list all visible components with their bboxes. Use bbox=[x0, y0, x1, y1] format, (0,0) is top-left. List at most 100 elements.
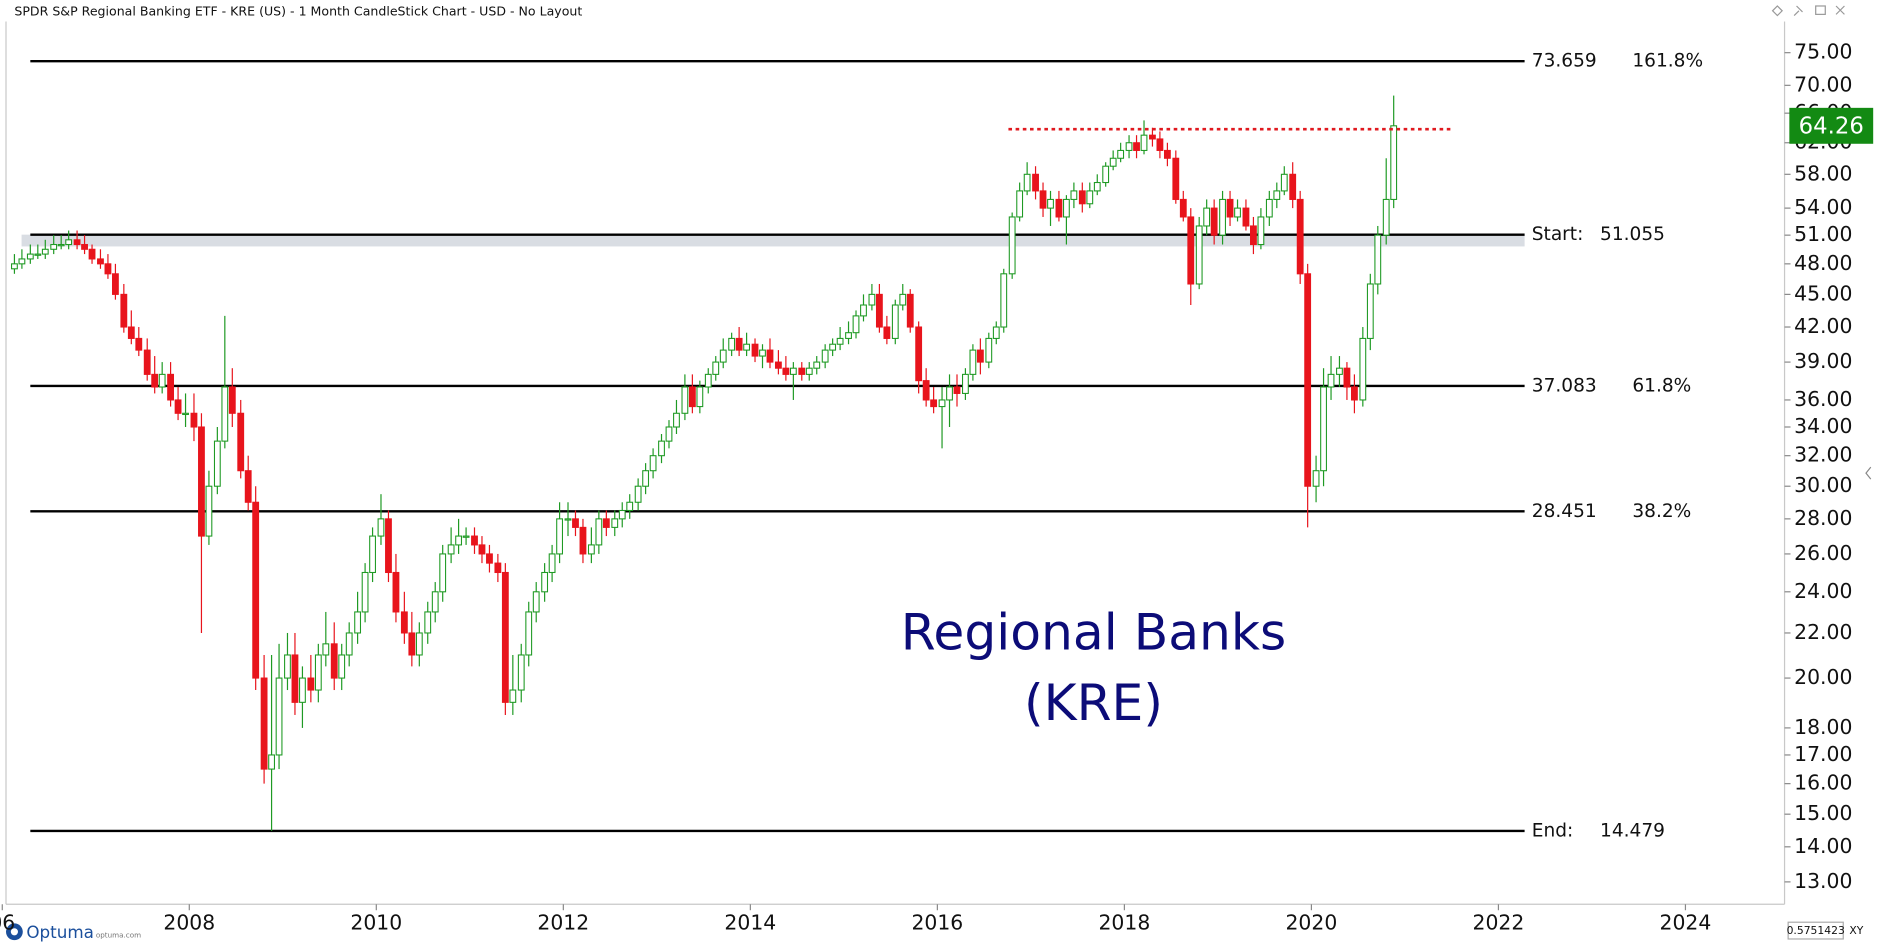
candle-body bbox=[1070, 190, 1078, 200]
y-tick-label: 39.00 bbox=[1794, 349, 1852, 373]
candle-body bbox=[1179, 198, 1187, 218]
cursor-value[interactable]: 0.5751423 bbox=[1787, 924, 1845, 937]
candle-body bbox=[135, 337, 143, 351]
y-tick-label: 15.00 bbox=[1794, 801, 1852, 825]
y-tick-label: 34.00 bbox=[1794, 414, 1852, 438]
x-tick-label: 2012 bbox=[537, 910, 589, 934]
candle-body bbox=[167, 373, 175, 401]
candle-body bbox=[579, 526, 587, 555]
y-tick-label: 32.00 bbox=[1794, 443, 1852, 467]
candle-body bbox=[1320, 386, 1327, 472]
candle-body bbox=[805, 367, 813, 375]
candle-body bbox=[541, 571, 549, 593]
candle-body bbox=[1000, 273, 1008, 328]
candle-body bbox=[525, 611, 533, 656]
candle-body bbox=[275, 677, 283, 756]
candle-body bbox=[704, 373, 712, 388]
level-label: 38.2% bbox=[1632, 501, 1691, 522]
y-tick-label: 14.00 bbox=[1794, 834, 1852, 858]
candle-body bbox=[1257, 216, 1265, 246]
candle-body bbox=[564, 518, 572, 521]
candle-body bbox=[143, 349, 151, 375]
window-buttons[interactable] bbox=[1771, 5, 1845, 17]
level-label: 28.451 bbox=[1532, 501, 1597, 522]
candle-body bbox=[556, 518, 564, 555]
last-price-label: 64.26 bbox=[1799, 114, 1864, 140]
candle-body bbox=[712, 361, 720, 375]
candle-body bbox=[1008, 216, 1016, 275]
candle-body bbox=[462, 535, 470, 538]
candle-body bbox=[1273, 190, 1281, 200]
candle-body bbox=[1109, 157, 1117, 167]
y-tick-label: 45.00 bbox=[1794, 281, 1852, 305]
candle-body bbox=[244, 470, 252, 503]
candle-body bbox=[1163, 149, 1171, 159]
candle-body bbox=[688, 386, 696, 408]
level-label: 51.055 bbox=[1600, 224, 1665, 245]
candle-body bbox=[860, 304, 867, 317]
y-tick-label: 24.00 bbox=[1794, 579, 1852, 603]
candle-body bbox=[1234, 207, 1241, 218]
candle-body bbox=[268, 754, 275, 770]
candle-body bbox=[1093, 181, 1101, 192]
candle-body bbox=[501, 571, 509, 703]
logo-text: Optuma bbox=[26, 922, 94, 942]
candle-body bbox=[938, 399, 946, 408]
candle-body bbox=[595, 518, 603, 546]
candle-body bbox=[1203, 207, 1211, 227]
candle-body bbox=[307, 677, 315, 691]
close-button[interactable] bbox=[1835, 5, 1845, 15]
level-label: 14.479 bbox=[1600, 820, 1665, 841]
candle-body bbox=[1343, 367, 1351, 388]
pin-button[interactable] bbox=[1793, 5, 1803, 16]
y-tick-label: 51.00 bbox=[1794, 222, 1852, 246]
candle-body bbox=[992, 326, 1000, 339]
logo-icon-hole bbox=[10, 928, 18, 936]
restore-button[interactable] bbox=[1815, 5, 1826, 15]
annotation-line: (KRE) bbox=[1024, 673, 1163, 732]
candle-body bbox=[665, 426, 673, 442]
candle-body bbox=[151, 373, 159, 388]
candle-body bbox=[73, 239, 81, 246]
plot-area: 73.659 161.8% Start: 51.055 37.083 61.8% 28.45… bbox=[1, 51, 1791, 911]
candle-body bbox=[97, 258, 104, 265]
candle-body bbox=[642, 470, 650, 487]
cursor-value-box[interactable] bbox=[1787, 921, 1844, 940]
cursor-mode[interactable]: XY bbox=[1849, 924, 1863, 937]
logo-site: optuma.com bbox=[96, 930, 141, 939]
candle-body bbox=[696, 386, 704, 408]
candle-body bbox=[572, 518, 579, 528]
candle-body bbox=[439, 553, 447, 593]
candle-body bbox=[891, 304, 899, 339]
x-tick-label: 2010 bbox=[350, 910, 402, 934]
candle-body bbox=[1351, 386, 1358, 401]
candle-body bbox=[611, 518, 619, 528]
candle-body bbox=[120, 293, 128, 328]
y-tick-label: 26.00 bbox=[1794, 541, 1852, 565]
candle-body bbox=[1156, 138, 1164, 151]
candle-body bbox=[587, 544, 595, 555]
level-label: Start: bbox=[1532, 224, 1584, 245]
candle-body bbox=[649, 455, 657, 472]
candle-body bbox=[299, 677, 306, 703]
y-tick-label: 48.00 bbox=[1794, 251, 1852, 275]
y-tick-label: 22.00 bbox=[1794, 620, 1852, 644]
candle-body bbox=[1032, 173, 1039, 192]
candle-body bbox=[1219, 198, 1226, 236]
candle-body bbox=[88, 248, 96, 260]
candle-body bbox=[1149, 134, 1156, 140]
candle-body bbox=[338, 654, 346, 679]
logo: Optuma optuma.com bbox=[6, 922, 141, 942]
x-tick-label: 2020 bbox=[1285, 910, 1337, 934]
diamond-button[interactable] bbox=[1771, 5, 1784, 17]
collapse-arrow[interactable] bbox=[1865, 466, 1872, 480]
candle-body bbox=[50, 243, 58, 250]
y-tick-label: 20.00 bbox=[1794, 665, 1852, 689]
candle-body bbox=[284, 654, 291, 679]
level-label: 61.8% bbox=[1632, 375, 1691, 396]
candle-body bbox=[1366, 283, 1374, 339]
candle-body bbox=[845, 332, 852, 339]
candle-body bbox=[34, 253, 42, 256]
candle-body bbox=[322, 643, 330, 656]
